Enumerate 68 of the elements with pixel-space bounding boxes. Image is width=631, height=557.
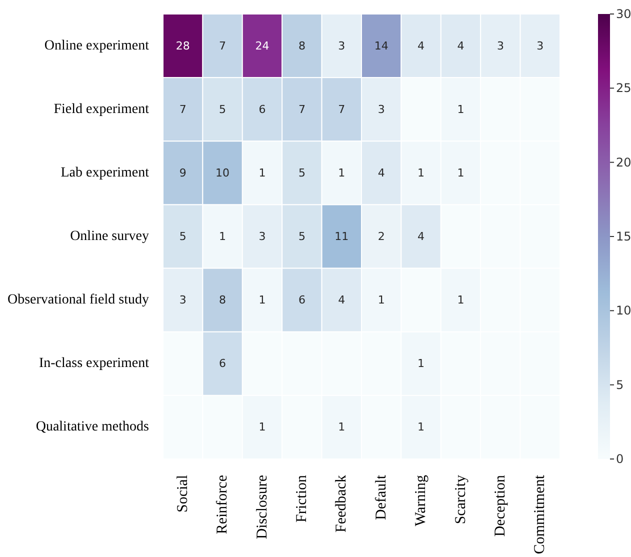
data-label: 2 <box>378 230 385 243</box>
data-label: 1 <box>418 420 425 434</box>
data-label: 1 <box>457 294 464 307</box>
data-label: 1 <box>258 166 266 180</box>
data-label: 9 <box>179 166 186 180</box>
data-label: 10 <box>216 166 230 180</box>
data-label: 11 <box>334 230 349 243</box>
x-tick-label: Disclosure <box>254 474 270 540</box>
data-label: 1 <box>457 102 464 116</box>
data-label: 1 <box>418 166 425 180</box>
color-bar-label: 0 <box>616 452 624 466</box>
data-label: 3 <box>258 230 266 243</box>
y-tick-label: Online experiment <box>44 38 150 54</box>
data-label: 5 <box>298 230 306 243</box>
data-label: 1 <box>457 166 464 180</box>
data-label: 6 <box>219 357 226 370</box>
x-tick-label: Friction <box>294 474 310 522</box>
data-label: 1 <box>418 357 425 370</box>
color-bar-label: 25 <box>616 81 631 96</box>
x-tick-label: Default <box>373 474 390 520</box>
color-bar-label: 20 <box>616 155 631 170</box>
data-label: 5 <box>179 230 186 243</box>
data-label: 4 <box>338 294 346 307</box>
y-tick-label: Field experiment <box>54 102 150 117</box>
data-label: 3 <box>536 39 544 52</box>
color-bar-label: 10 <box>616 304 631 318</box>
data-label: 7 <box>338 102 346 116</box>
data-label: 3 <box>179 294 186 307</box>
data-label: 4 <box>378 166 385 180</box>
data-label: 28 <box>176 39 190 52</box>
color-bar-label: 30 <box>616 7 631 21</box>
x-tick-label: Reinforce <box>214 474 231 534</box>
data-label: 6 <box>298 294 306 307</box>
data-label: 3 <box>338 39 346 52</box>
data-label: 4 <box>418 39 425 52</box>
data-label: 24 <box>255 39 270 52</box>
x-tick-label: Warning <box>413 474 430 526</box>
data-label: 4 <box>418 230 425 243</box>
y-tick-label: Qualitative methods <box>36 420 149 435</box>
y-tick-label: In-class experiment <box>38 356 150 372</box>
data-label: 1 <box>258 294 266 307</box>
data-label: 8 <box>298 39 306 52</box>
data-label: 1 <box>378 294 385 307</box>
color-bar-label: 5 <box>616 378 624 392</box>
data-label: 7 <box>219 39 226 52</box>
data-label: 7 <box>179 102 186 116</box>
data-label: 5 <box>298 166 306 180</box>
x-tick-label: Feedback <box>334 474 350 532</box>
data-label: 8 <box>219 294 226 307</box>
x-tick-label: Social <box>174 475 191 512</box>
data-label: 6 <box>258 102 266 116</box>
y-tick-label: Online survey <box>70 229 149 244</box>
data-label: 14 <box>374 39 388 52</box>
x-tick-label: Commitment <box>532 474 548 554</box>
data-label: 7 <box>298 102 306 116</box>
data-label: 4 <box>457 39 464 52</box>
data-label: 5 <box>219 102 226 116</box>
x-tick-label: Deception <box>492 474 508 537</box>
data-label: 1 <box>338 166 346 180</box>
y-tick-label: Observational field study <box>7 292 149 308</box>
data-label: 3 <box>378 102 385 116</box>
data-label: 1 <box>258 420 266 434</box>
color-bar-label: 15 <box>616 230 631 244</box>
data-label: 1 <box>338 420 346 434</box>
y-tick-label: Lab experiment <box>60 165 150 180</box>
data-label: 3 <box>496 39 504 52</box>
data-label: 1 <box>219 230 226 243</box>
x-tick-label: Scarcity <box>452 474 469 524</box>
